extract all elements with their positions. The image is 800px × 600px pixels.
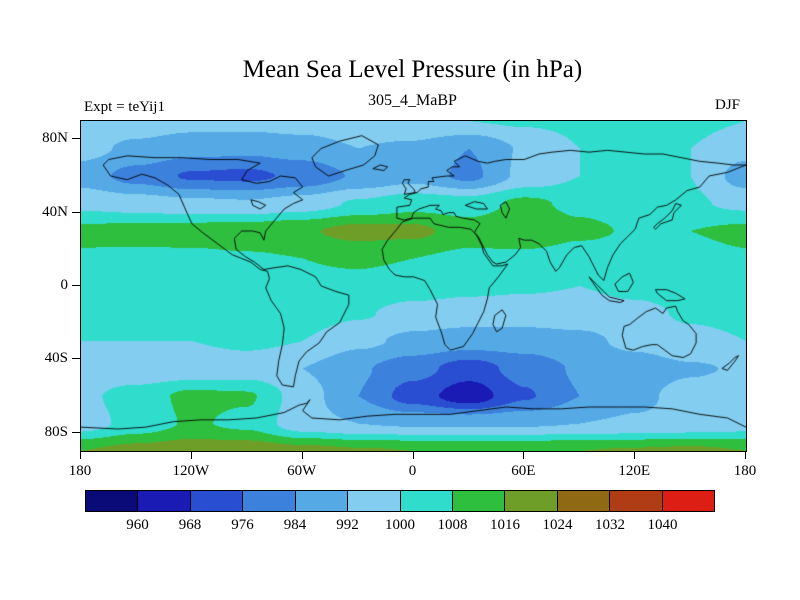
chart-subtitle: 305_4_MaBP [368,92,457,109]
x-axis-tick [745,452,746,459]
colorbar-tick-label: 984 [283,517,307,533]
chart-title: Mean Sea Level Pressure (in hPa) [242,56,583,83]
x-axis-tick-label: 180 [68,463,92,479]
colorbar-band [505,491,558,511]
x-axis-tick-label: 0 [408,463,417,479]
colorbar-tick-label: 1016 [490,517,520,533]
y-axis-tick-label: 80N [42,130,68,147]
y-axis-tick-label: 40N [42,203,68,220]
colorbar-band [138,491,191,511]
colorbar-band [400,491,453,511]
colorbar-band [243,491,296,511]
y-axis-tick-label: 40S [44,350,68,367]
colorbar-band [190,491,244,511]
colorbar-tick-label: 1000 [385,517,415,533]
colorbar-band [295,491,349,511]
colorbar-tick-label: 976 [231,517,254,533]
colorbar-tick-label: 1032 [595,517,625,533]
x-axis-tick [412,452,414,459]
colorbar-tick-label: 1008 [437,517,468,533]
colorbar-tick-label: 992 [336,517,359,533]
colorbar-band [86,491,139,511]
colorbar-band [662,491,715,511]
y-axis-tick-label: 0 [60,277,69,293]
x-axis-tick-label: 60E [511,463,536,479]
colorbar-band [610,491,663,511]
y-axis-tick [72,285,80,286]
experiment-label: Expt = teYij1 [84,99,165,115]
colorbar [85,490,715,512]
colorbar-band [348,491,401,511]
y-axis-tick [72,431,80,433]
colorbar-tick-label: 960 [126,517,149,533]
y-axis-tick [72,358,80,360]
y-axis-tick [72,138,80,140]
x-axis-tick [80,452,81,459]
x-axis-tick [634,452,636,459]
x-axis-tick-label: 180 [733,463,757,479]
x-axis-tick [190,452,192,459]
x-axis-tick-label: 60W [287,463,317,479]
colorbar-labels: 960 968 976 984 992 1000 1008 1016 1024 1032 1040 [85,517,715,537]
x-axis-tick [301,452,303,459]
map-frame [80,120,747,452]
y-axis-tick [72,211,80,213]
x-axis-tick [523,452,525,459]
x-axis-tick-label: 120W [172,463,210,479]
colorbar-band [452,491,506,511]
colorbar-band [557,491,611,511]
y-axis-tick-label: 80S [44,423,68,440]
colorbar-tick-label: 1040 [647,517,678,533]
colorbar-tick-label: 968 [178,517,202,533]
pressure-contour-map [81,121,746,451]
colorbar-tick-label: 1024 [542,517,573,533]
x-axis-tick-label: 120E [618,463,650,479]
season-label: DJF [714,97,740,113]
